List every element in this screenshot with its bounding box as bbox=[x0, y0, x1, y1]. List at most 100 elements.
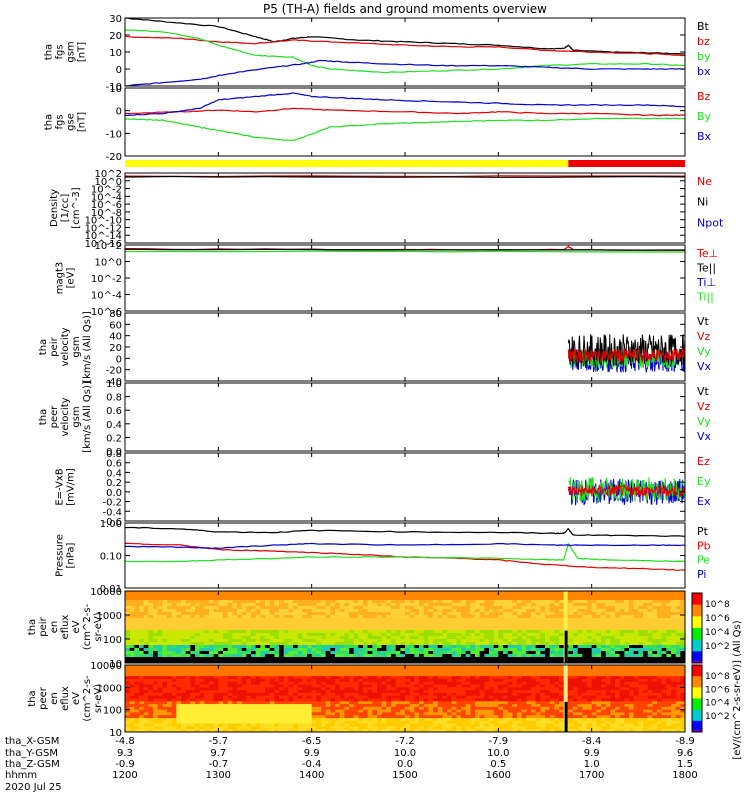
spectrogram-cell bbox=[442, 665, 448, 669]
spectrogram-cell bbox=[251, 627, 257, 631]
spectrogram-cell bbox=[134, 591, 140, 595]
spectrogram-cell bbox=[302, 615, 308, 619]
spectrogram-cell bbox=[423, 670, 429, 674]
spectrogram-cell bbox=[451, 636, 457, 640]
spectrogram-cell bbox=[507, 633, 513, 637]
spectrogram-cell bbox=[251, 712, 257, 716]
spectrogram-cell bbox=[134, 698, 140, 702]
spectrogram-cell bbox=[265, 690, 271, 694]
spectrogram-cell bbox=[535, 591, 541, 595]
spectrogram-cell bbox=[409, 667, 415, 672]
spectrogram-cell bbox=[213, 678, 219, 683]
spectrogram-cell bbox=[484, 624, 490, 628]
spectrogram-cell bbox=[507, 690, 513, 694]
spectrogram-cell bbox=[489, 657, 495, 661]
spectrogram-cell bbox=[218, 624, 224, 628]
spectrogram-cell bbox=[167, 673, 173, 677]
spectrogram-cell bbox=[671, 612, 677, 616]
spectrogram-cell bbox=[358, 591, 364, 595]
spectrogram-cell bbox=[321, 690, 327, 694]
spectrogram-cell bbox=[675, 706, 681, 711]
spectrogram-cell bbox=[321, 621, 327, 625]
spectrogram-cell bbox=[311, 621, 317, 625]
spectrogram-cell bbox=[372, 667, 378, 672]
spectrogram-cell bbox=[237, 678, 243, 683]
spectrogram-cell bbox=[591, 630, 597, 634]
spectrogram-cell bbox=[293, 645, 299, 649]
spectrogram-cell bbox=[279, 648, 285, 652]
spectrogram-cell bbox=[358, 667, 364, 672]
spectrogram-cell bbox=[335, 670, 341, 674]
spectrogram-cell bbox=[185, 657, 191, 661]
spectrogram-cell bbox=[218, 690, 224, 694]
spectrogram-cell bbox=[297, 609, 303, 613]
spectrogram-cell bbox=[237, 645, 243, 649]
spectrogram-cell bbox=[605, 667, 611, 672]
spectrogram-cell bbox=[255, 660, 261, 664]
spectrogram-cell bbox=[157, 627, 163, 631]
spectrogram-cell bbox=[433, 690, 439, 694]
spectrogram-cell bbox=[414, 639, 420, 643]
spectrogram-cell bbox=[540, 701, 546, 705]
spectrogram-cell bbox=[554, 684, 560, 688]
spectrogram-cell bbox=[223, 698, 229, 702]
spectrogram-cell bbox=[479, 676, 485, 680]
spectrogram-cell bbox=[615, 660, 621, 664]
spectrogram-cell bbox=[559, 667, 565, 672]
spectrogram-cell bbox=[596, 639, 602, 643]
spectrogram-cell bbox=[447, 615, 453, 619]
spectrogram-cell bbox=[596, 704, 602, 708]
spectrogram-cell bbox=[456, 654, 462, 658]
spectrogram-cell bbox=[615, 645, 621, 649]
spectrogram-cell bbox=[535, 678, 541, 683]
spectrogram-cell bbox=[269, 618, 275, 622]
spectrogram-cell bbox=[167, 600, 173, 604]
spectrogram-cell bbox=[629, 698, 635, 702]
spectrogram-cell bbox=[531, 665, 537, 669]
spectrogram-cell bbox=[675, 648, 681, 652]
spectrogram-cell bbox=[157, 591, 163, 595]
spectrogram-cell bbox=[367, 684, 373, 688]
spectrogram-cell bbox=[554, 630, 560, 634]
spectrogram-cell bbox=[423, 591, 429, 595]
spectrogram-cell bbox=[419, 642, 425, 646]
spectrogram-cell bbox=[232, 651, 238, 655]
spectrogram-cell bbox=[582, 654, 588, 658]
spectrogram-cell bbox=[605, 630, 611, 634]
spectrogram-cell bbox=[591, 606, 597, 610]
spectrogram-cell bbox=[531, 597, 537, 601]
spectrogram-cell bbox=[657, 627, 663, 631]
spectrogram-cell bbox=[610, 676, 616, 680]
series-Bx bbox=[124, 92, 685, 117]
spectrogram-cell bbox=[241, 667, 247, 672]
spectrogram-cell bbox=[204, 709, 210, 713]
spectrogram-cell bbox=[167, 603, 173, 607]
spectrogram-cell bbox=[596, 591, 602, 595]
spectrogram-cell bbox=[423, 692, 429, 697]
spectrogram-cell bbox=[437, 594, 443, 598]
spectrogram-cell bbox=[680, 678, 686, 683]
spectrogram-cell bbox=[419, 618, 425, 622]
spectrogram-cell bbox=[587, 600, 593, 604]
spectrogram-cell bbox=[540, 665, 546, 669]
spectrogram-cell bbox=[143, 633, 149, 637]
spectrogram-cell bbox=[335, 701, 341, 705]
spectrogram-cell bbox=[288, 639, 294, 643]
spectrogram-cell bbox=[391, 681, 397, 686]
spectrogram-cell bbox=[330, 627, 336, 631]
spectrogram-cell bbox=[591, 633, 597, 637]
spectrogram-cell bbox=[223, 712, 229, 716]
spectrogram-cell bbox=[507, 642, 513, 646]
spectrogram-cell bbox=[647, 660, 653, 664]
spectrogram-cell bbox=[591, 591, 597, 595]
spectrogram-cell bbox=[185, 615, 191, 619]
spectrogram-cell bbox=[619, 678, 625, 683]
spectrogram-cell bbox=[605, 684, 611, 688]
spectrogram-cell bbox=[185, 606, 191, 610]
spectrogram-cell bbox=[465, 621, 471, 625]
spectrogram-cell bbox=[437, 678, 443, 683]
spectrogram-cell bbox=[125, 627, 131, 631]
spectrogram-cell bbox=[349, 651, 355, 655]
spectrogram-cell bbox=[218, 712, 224, 716]
spectrogram-cell bbox=[675, 670, 681, 674]
